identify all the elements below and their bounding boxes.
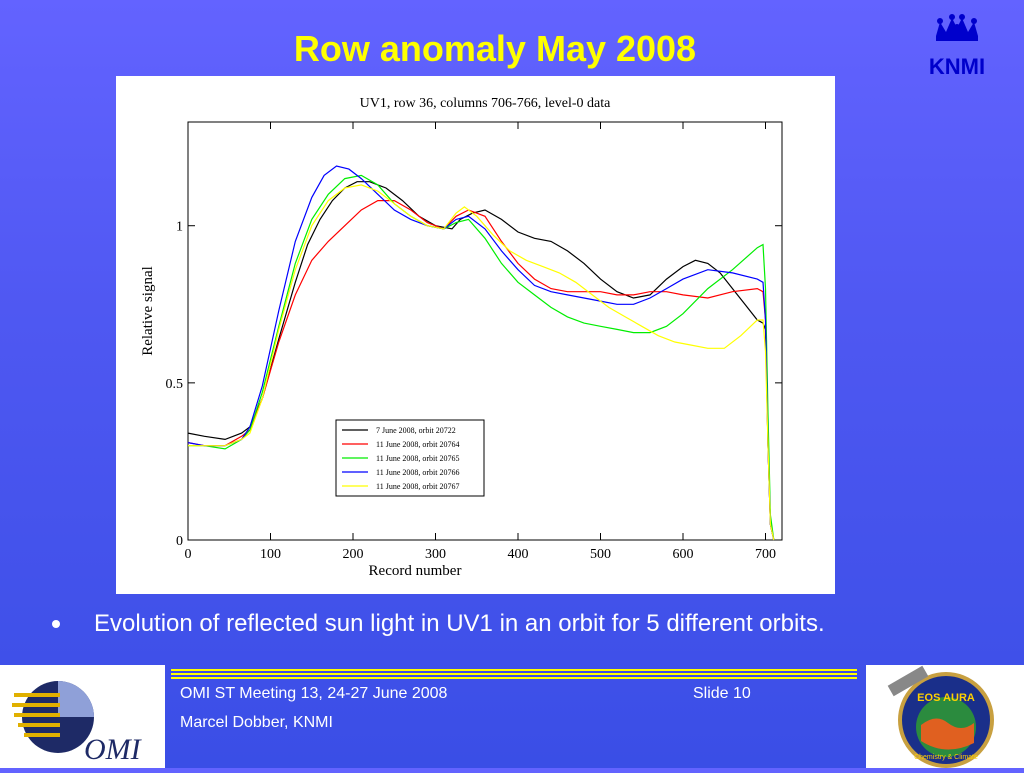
x-tick-label: 500: [590, 547, 611, 562]
crown-points: [936, 18, 978, 36]
legend-entry: 11 June 2008, orbit 20765: [376, 454, 459, 463]
x-tick-label: 100: [260, 547, 281, 562]
legend-entry: 11 June 2008, orbit 20767: [376, 482, 459, 491]
slide-title: Row anomaly May 2008: [293, 28, 697, 69]
omi-logo-text: OMI: [84, 733, 143, 766]
eos-aura-subtext: Chemistry & Climate: [914, 754, 978, 761]
chart-title: UV1, row 36, columns 706-766, level-0 da…: [360, 96, 612, 111]
y-axis-label: Relative signal: [140, 266, 156, 356]
y-tick-label: 0: [176, 534, 183, 549]
omi-logo: OMI: [12, 681, 143, 766]
eos-aura-logo-panel: EOS AURA Chemistry & Climate: [866, 665, 1024, 768]
eos-aura-text: EOS AURA: [917, 692, 975, 704]
x-tick-label: 600: [673, 547, 694, 562]
legend-entry: 11 June 2008, orbit 20764: [376, 440, 459, 449]
footer-slide-number: Slide 10: [693, 685, 751, 702]
footer: OMI OMI ST Meeting 13, 24-27 June 2008 S…: [0, 665, 1024, 768]
footer-author: Marcel Dobber, KNMI: [180, 714, 333, 731]
x-tick-label: 700: [755, 547, 776, 562]
bullet-text: Evolution of reflected sun light in UV1 …: [94, 610, 825, 637]
chart-panel: UV1, row 36, columns 706-766, level-0 da…: [116, 76, 835, 594]
satellite-icon: [887, 665, 929, 697]
series-line-3: [188, 174, 775, 541]
legend-entry: 11 June 2008, orbit 20766: [376, 468, 459, 477]
omi-logo-panel: OMI: [0, 665, 165, 768]
bullet-dot-icon: [52, 620, 60, 628]
knmi-logo-text: KNMI: [929, 54, 985, 79]
x-tick-label: 300: [425, 547, 446, 562]
series-line-4: [187, 165, 775, 541]
y-tick-label: 0.5: [166, 377, 184, 392]
series-line-2: [187, 200, 775, 541]
crown-band: [936, 36, 978, 41]
eos-aura-logo: EOS AURA Chemistry & Climate: [887, 665, 994, 768]
x-tick-label: 200: [343, 547, 364, 562]
series-line-5: [188, 184, 775, 541]
footer-meeting: OMI ST Meeting 13, 24-27 June 2008: [180, 685, 448, 702]
series-line-1: [187, 181, 775, 541]
line-chart: UV1, row 36, columns 706-766, level-0 da…: [140, 96, 783, 579]
knmi-logo: KNMI: [929, 14, 985, 79]
footer-divider: [171, 669, 857, 679]
x-tick-label: 0: [185, 547, 192, 562]
y-tick-label: 1: [176, 220, 183, 235]
x-tick-label: 400: [508, 547, 529, 562]
x-axis-label: Record number: [369, 563, 462, 579]
plot-frame: [187, 121, 783, 541]
legend-entry: 7 June 2008, orbit 20722: [376, 426, 456, 435]
